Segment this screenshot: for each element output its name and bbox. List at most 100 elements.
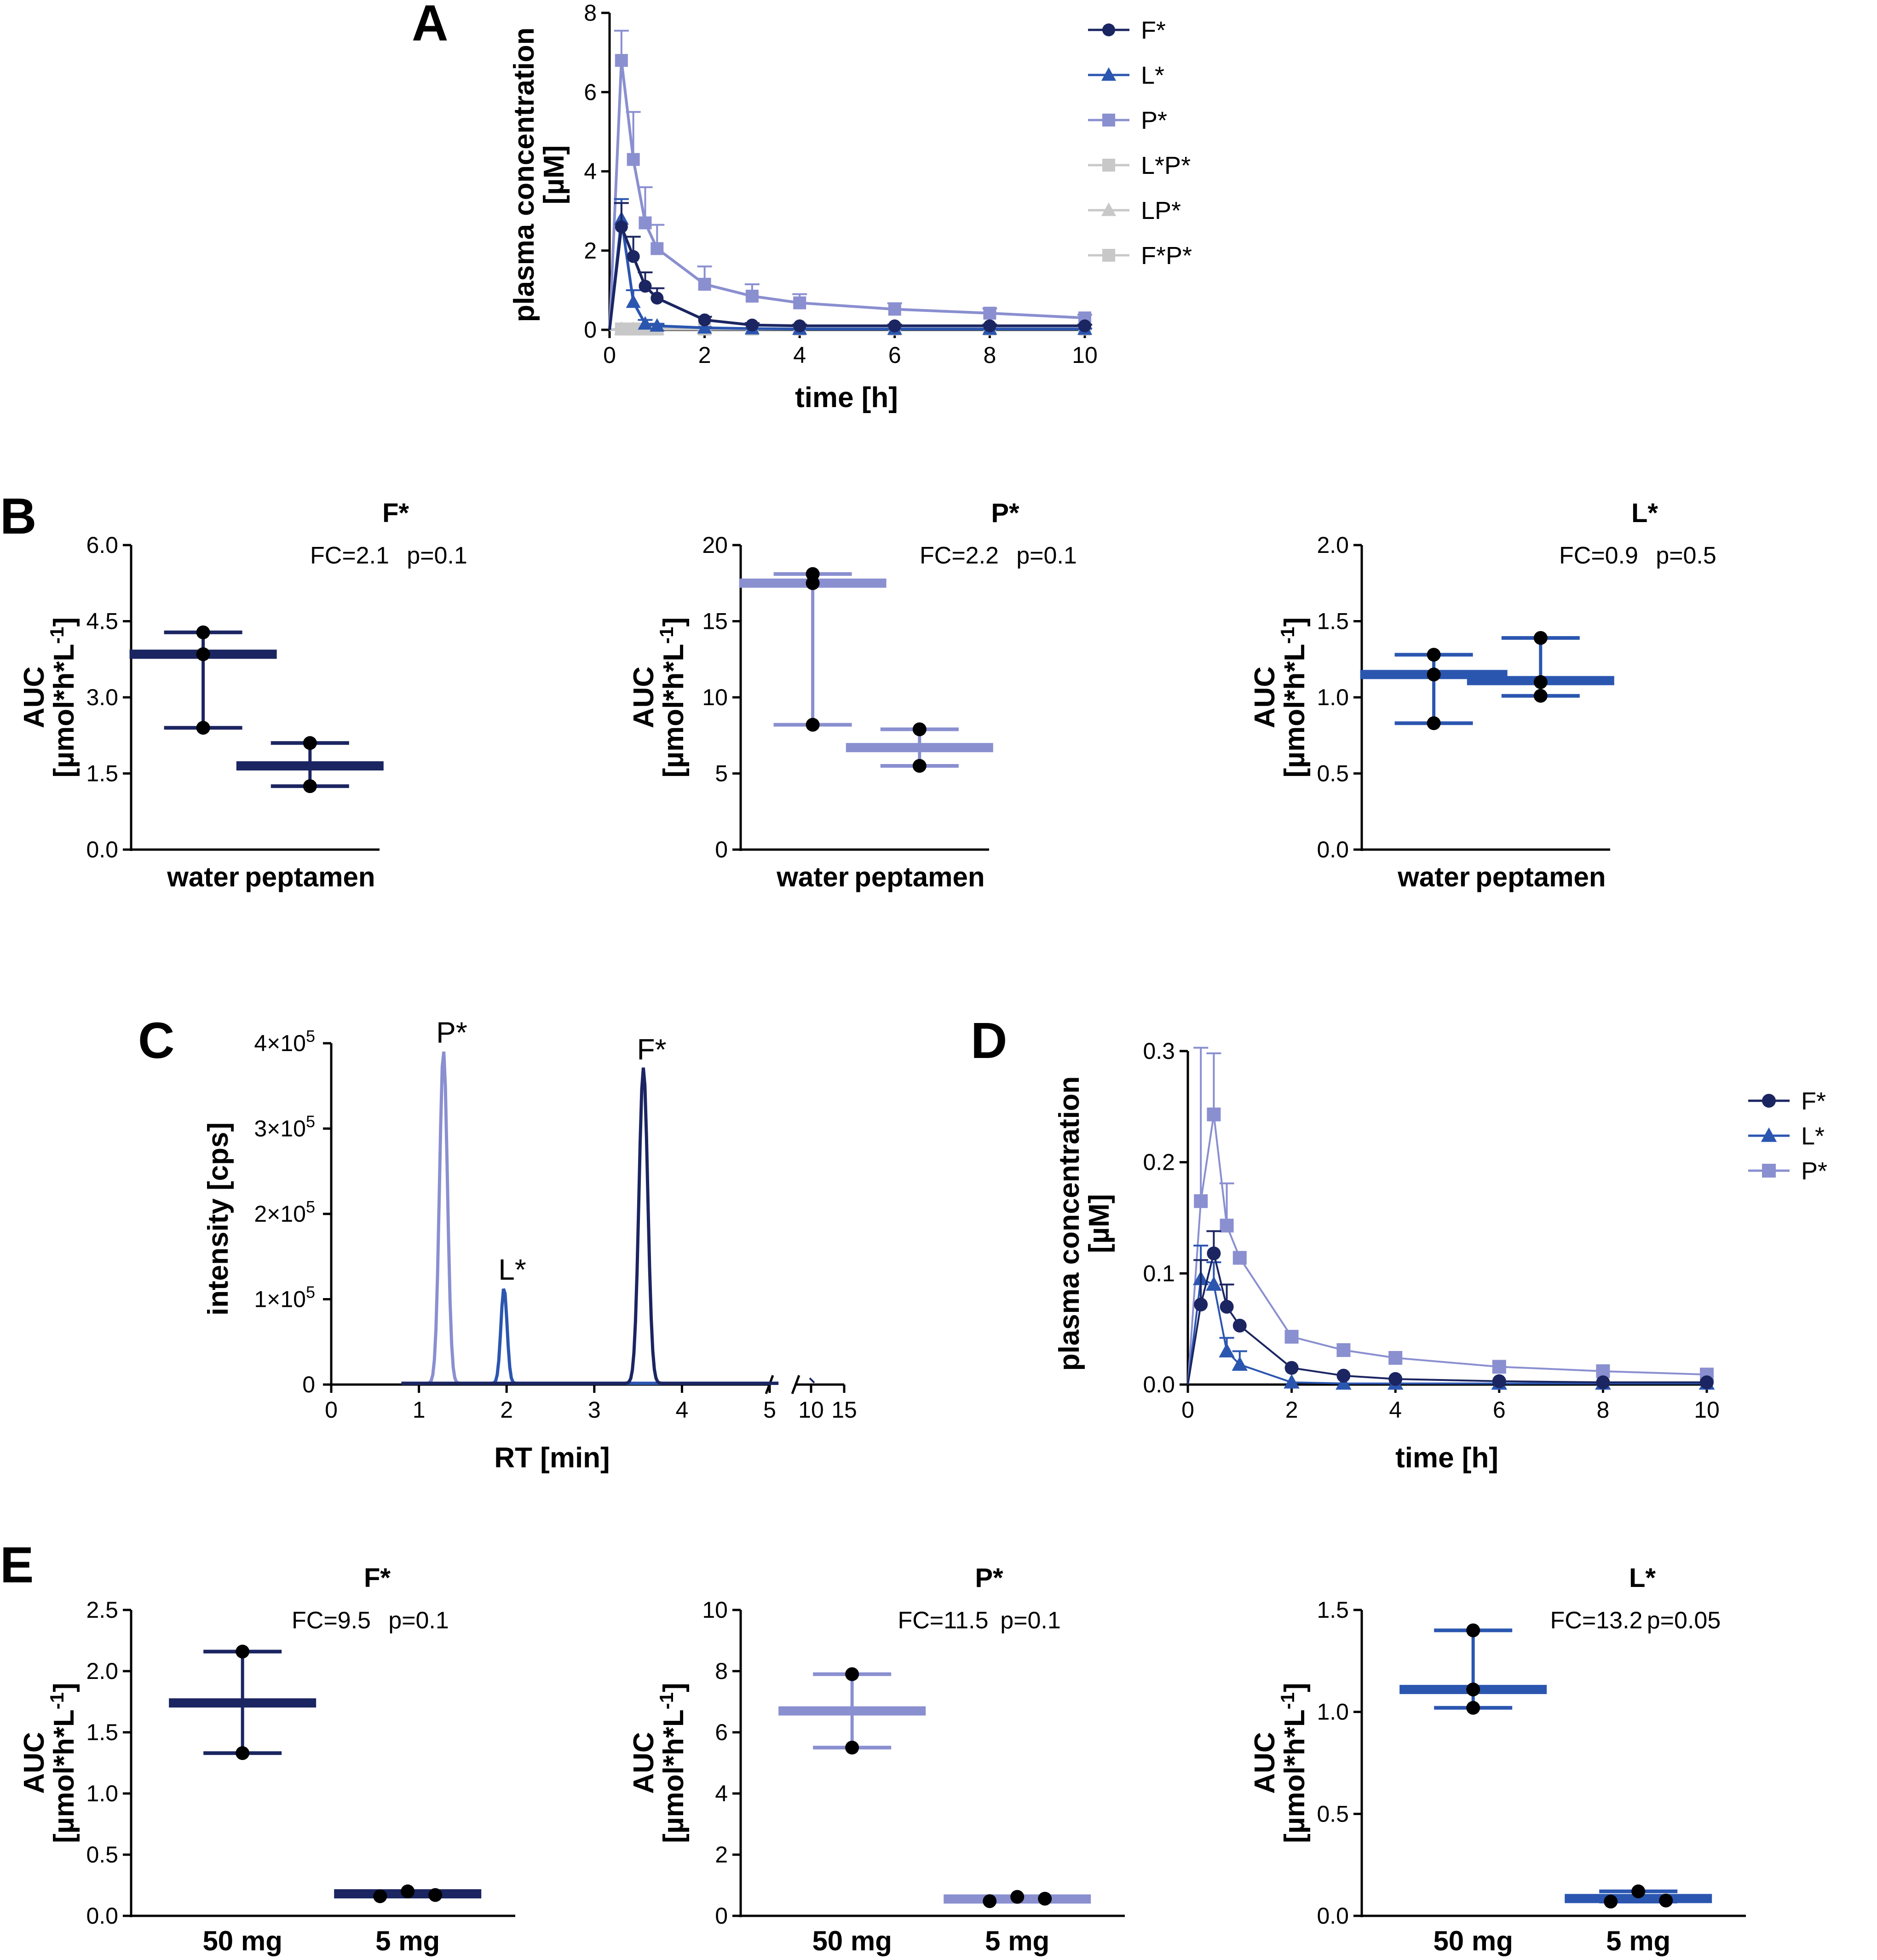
panelC-y-tick-exp: 5 xyxy=(306,1283,315,1302)
panelB-y-tick-label: 6.0 xyxy=(86,532,118,558)
panelC-y-tick-exp: 5 xyxy=(306,1112,315,1131)
panelE-p-value: p=0.05 xyxy=(1647,1607,1721,1634)
panelA-data-point xyxy=(651,242,664,255)
panelA-data-point xyxy=(627,322,640,336)
panelB-ylabel-close: ] xyxy=(658,617,690,627)
panelB-data-point xyxy=(1427,667,1441,682)
panelA-data-point xyxy=(983,306,996,320)
panelD-series-F xyxy=(1187,1230,1714,1390)
panelB-plot-title: L* xyxy=(1631,498,1658,528)
panelC-y-tick-label: 2×105 xyxy=(254,1197,315,1227)
panelA-data-point xyxy=(639,280,652,293)
panelE-category-label: 5 mg xyxy=(1606,1926,1670,1956)
panelE-data-point xyxy=(1038,1891,1052,1906)
panelA-data-point xyxy=(888,303,901,316)
panelB-fold-change: FC=2.1 xyxy=(310,542,389,569)
panel-d-plot: 0.0 0.1 0.2 0.3 0 2 4 6 8 10 F* L* P* xyxy=(1143,1038,1827,1423)
panelB-ylabel-unit: [µmol*h*L xyxy=(1279,644,1311,778)
panelD-y-tick-label: 0.2 xyxy=(1143,1150,1175,1175)
panelE-ylabel-line1: AUC xyxy=(18,1732,50,1793)
panel-letter-c: C xyxy=(138,1012,174,1069)
panelE-ylabel-line2: [µmol*h*L-1] xyxy=(46,1683,80,1843)
panelE-y-tick-label: 1.5 xyxy=(1317,1597,1349,1623)
panelA-x-tick-label: 10 xyxy=(1072,342,1098,368)
panelA-legend-label: L* xyxy=(1141,62,1164,89)
panelD-series-P xyxy=(1187,1046,1714,1385)
panelB-y-tick-label: 1.0 xyxy=(1317,684,1349,710)
panelA-x-tick-label: 4 xyxy=(793,342,806,368)
panelC-y-tick-label: 4×105 xyxy=(254,1027,315,1056)
panelC-peak-label: L* xyxy=(498,1253,526,1286)
panelA-x-tick-label: 0 xyxy=(603,342,616,368)
panelA-series-F xyxy=(608,202,1092,333)
panelE-category-label: 50 mg xyxy=(812,1926,892,1956)
panelE-data-point xyxy=(1631,1884,1646,1898)
panelD-x-tick-label: 4 xyxy=(1389,1397,1402,1423)
panelB-y-tick-label: 0.0 xyxy=(1317,837,1349,862)
panelB-data-point xyxy=(806,576,820,590)
panelB-category-label: peptamen xyxy=(854,862,985,892)
panelD-data-point xyxy=(1336,1343,1351,1357)
panelE-fold-change: FC=13.2 xyxy=(1550,1607,1643,1634)
panelD-data-point xyxy=(1220,1219,1234,1233)
panelA-series-P xyxy=(608,29,1092,330)
panelB-data-point xyxy=(1533,689,1548,703)
panelA-data-point xyxy=(793,296,806,310)
panelD-data-point xyxy=(1388,1372,1403,1386)
panelE-data-point xyxy=(401,1884,415,1898)
panelA-data-point xyxy=(650,318,665,332)
panelA-legend-label: L*P* xyxy=(1141,152,1191,179)
panelE-y-tick-label: 4 xyxy=(715,1781,728,1806)
panelB-ylabel-unit: [µmol*h*L xyxy=(48,644,80,778)
panelD-data-point xyxy=(1232,1318,1247,1333)
panelA-y-tick-label: 8 xyxy=(584,0,597,26)
panelB-ylabel-line1: AUC xyxy=(18,667,50,728)
panelD-legend-label: P* xyxy=(1801,1157,1827,1185)
panelE-ylabel-unit: [µmol*h*L xyxy=(48,1709,80,1843)
panelC-x-tick-label: 1 xyxy=(413,1397,426,1423)
panelB-plot-F: 0.0 1.5 3.0 4.5 6.0 F* FC=2.1 p=0.1 AUC[µmol*h*L… xyxy=(18,498,467,892)
panelC-y-tick-label: 1×105 xyxy=(254,1283,315,1312)
panelC-peak-label: P* xyxy=(436,1016,467,1049)
panelB-data-point xyxy=(1427,648,1441,662)
panelC-x-tick-label: 10 xyxy=(798,1397,824,1423)
panelC-peak-P xyxy=(401,1051,779,1385)
panelD-data-point xyxy=(1492,1360,1506,1374)
panelE-category-label: 5 mg xyxy=(375,1926,440,1956)
panelB-y-tick-label: 10 xyxy=(702,684,728,710)
panelD-legend-label: L* xyxy=(1801,1122,1825,1150)
panelD-x-tick-label: 0 xyxy=(1181,1397,1194,1423)
panelC-x-tick-label: 5 xyxy=(763,1397,776,1423)
panelE-ylabel-sup: -1 xyxy=(656,1692,677,1709)
panelA-x-tick-label: 8 xyxy=(983,342,996,368)
panelA-y-tick-label: 2 xyxy=(584,238,597,264)
panelE-y-tick-label: 0.0 xyxy=(86,1903,118,1929)
panel-letter-a: A xyxy=(412,0,448,52)
panelD-legend-label: F* xyxy=(1801,1087,1826,1115)
panelA-data-point xyxy=(1078,319,1091,333)
panelD-data-point xyxy=(1232,1356,1248,1371)
panelE-y-tick-label: 10 xyxy=(702,1597,728,1623)
panelB-category-label: water xyxy=(1397,862,1470,892)
panelA-data-point xyxy=(698,313,711,327)
panelD-data-point xyxy=(1194,1298,1208,1311)
panelB-y-tick-label: 3.0 xyxy=(86,684,118,710)
panelE-y-tick-label: 2.5 xyxy=(86,1597,118,1623)
panelD-data-point xyxy=(1284,1361,1299,1375)
panelD-x-tick-label: 6 xyxy=(1493,1397,1506,1423)
panelB-y-tick-label: 20 xyxy=(702,532,728,558)
panelE-fold-change: FC=9.5 xyxy=(292,1607,371,1634)
panelA-data-point xyxy=(888,319,901,333)
panelD-data-point xyxy=(1194,1194,1208,1208)
panelE-data-point xyxy=(845,1667,859,1681)
panelE-category-label: 50 mg xyxy=(202,1926,282,1956)
panelE-plot-F: 0.0 0.5 1.0 1.5 2.0 2.5 F* FC=9.5 p=0.1 AUC[µmol*… xyxy=(18,1563,515,1956)
panelE-p-value: p=0.1 xyxy=(388,1607,449,1634)
panelB-y-tick-label: 1.5 xyxy=(86,761,118,787)
panelE-plot-title: F* xyxy=(364,1563,391,1593)
panelA-data-point xyxy=(626,294,641,308)
panelB-ylabel-unit: [µmol*h*L xyxy=(658,644,690,778)
panel-a-ylabel-line1: plasma concentration xyxy=(508,28,540,322)
